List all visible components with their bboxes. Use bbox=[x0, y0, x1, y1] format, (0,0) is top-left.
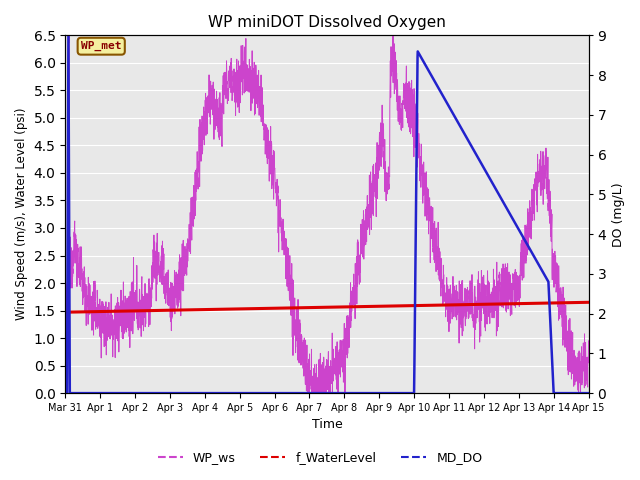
Legend: WP_ws, f_WaterLevel, MD_DO: WP_ws, f_WaterLevel, MD_DO bbox=[152, 446, 488, 469]
Text: WP_met: WP_met bbox=[81, 41, 122, 51]
Y-axis label: Wind Speed (m/s), Water Level (psi): Wind Speed (m/s), Water Level (psi) bbox=[15, 108, 28, 321]
Title: WP miniDOT Dissolved Oxygen: WP miniDOT Dissolved Oxygen bbox=[208, 15, 446, 30]
X-axis label: Time: Time bbox=[312, 419, 342, 432]
Y-axis label: DO (mg/L): DO (mg/L) bbox=[612, 182, 625, 247]
